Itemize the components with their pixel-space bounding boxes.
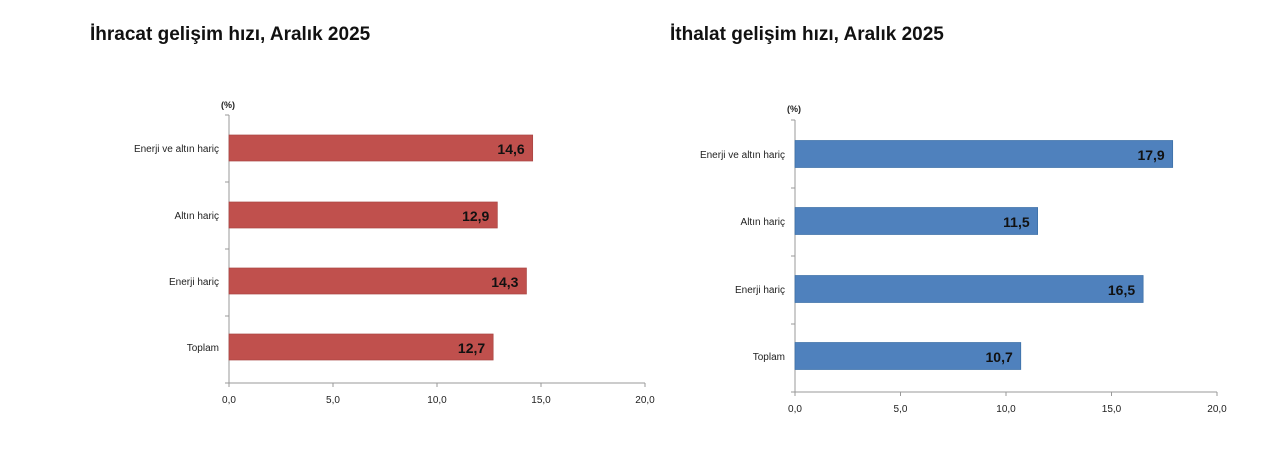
- bar: [794, 207, 1038, 235]
- unit-label: (%): [221, 100, 235, 110]
- data-label: 14,3: [491, 274, 518, 290]
- category-label: Enerji ve altın hariç: [134, 144, 219, 155]
- bar: [794, 140, 1174, 168]
- bar: [228, 333, 494, 361]
- category-label: Altın hariç: [741, 217, 785, 228]
- data-label: 11,5: [1003, 214, 1030, 230]
- data-label: 17,9: [1137, 147, 1164, 163]
- x-tick-label: 20,0: [635, 395, 655, 406]
- bar: [228, 134, 534, 162]
- x-tick-label: 20,0: [1207, 404, 1227, 415]
- data-label: 16,5: [1108, 282, 1135, 298]
- x-tick-label: 10,0: [427, 395, 447, 406]
- data-label: 12,9: [462, 208, 489, 224]
- unit-label: (%): [787, 104, 801, 114]
- import-chart-title: İthalat gelişim hızı, Aralık 2025: [670, 24, 944, 45]
- data-label: 12,7: [458, 340, 485, 356]
- bar: [794, 342, 1022, 370]
- bar: [794, 275, 1144, 303]
- x-tick-label: 0,0: [788, 404, 802, 415]
- bar: [228, 267, 527, 295]
- x-tick-label: 5,0: [326, 395, 340, 406]
- x-tick-label: 15,0: [1102, 404, 1122, 415]
- bar: [228, 201, 498, 229]
- x-tick-label: 15,0: [531, 395, 551, 406]
- x-tick-label: 10,0: [996, 404, 1016, 415]
- data-label: 14,6: [497, 141, 524, 157]
- category-label: Enerji ve altın hariç: [700, 150, 785, 161]
- category-label: Enerji hariç: [735, 285, 785, 296]
- category-label: Toplam: [753, 352, 785, 363]
- data-label: 10,7: [986, 349, 1013, 365]
- category-label: Enerji hariç: [169, 277, 219, 288]
- category-label: Toplam: [187, 343, 219, 354]
- x-tick-label: 5,0: [894, 404, 908, 415]
- category-label: Altın hariç: [175, 211, 219, 222]
- x-tick-label: 0,0: [222, 395, 236, 406]
- export-chart-title: İhracat gelişim hızı, Aralık 2025: [90, 24, 371, 45]
